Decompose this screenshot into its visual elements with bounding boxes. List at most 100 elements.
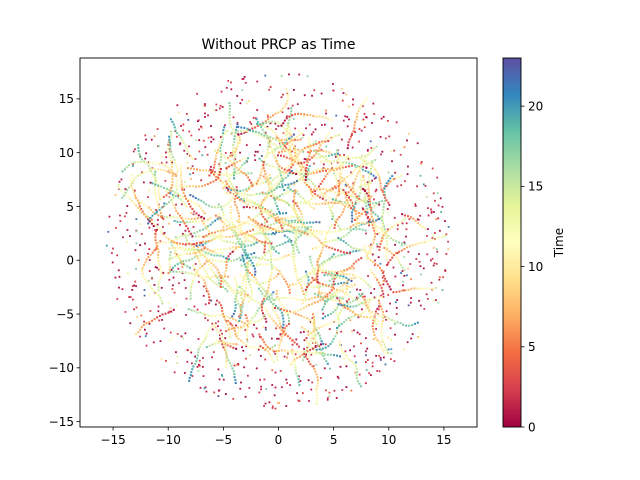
scatter-point [262, 233, 265, 236]
scatter-point [198, 241, 201, 244]
scatter-point [336, 192, 339, 195]
scatter-point [276, 295, 279, 298]
scatter-point [292, 172, 295, 175]
scatter-point [254, 150, 257, 153]
scatter-point [217, 325, 219, 328]
scatter-point [284, 176, 287, 179]
scatter-point [189, 244, 192, 247]
scatter-point [374, 276, 377, 279]
scatter-point [306, 227, 309, 230]
scatter-point [394, 301, 397, 304]
scatter-point [390, 358, 392, 360]
scatter-point [391, 160, 393, 163]
scatter-point [432, 234, 435, 237]
scatter-point [300, 166, 303, 169]
scatter-point [397, 250, 400, 253]
scatter-point [258, 232, 261, 235]
scatter-point [163, 327, 166, 330]
scatter-point [268, 180, 271, 183]
scatter-point [340, 201, 343, 204]
scatter-point [131, 174, 134, 177]
scatter-point [371, 218, 374, 221]
scatter-point [190, 351, 193, 354]
scatter-point [218, 167, 221, 170]
scatter-point [373, 316, 376, 319]
scatter-point [346, 305, 349, 308]
scatter-point [368, 173, 371, 176]
scatter-point [389, 327, 392, 330]
scatter-point [349, 305, 352, 308]
scatter-point [259, 318, 262, 321]
scatter-point [335, 221, 338, 224]
scatter-point [318, 156, 321, 159]
scatter-point [311, 352, 314, 355]
scatter-point [202, 139, 205, 142]
scatter-point [238, 329, 241, 332]
scatter-point [306, 75, 309, 78]
scatter-point [318, 285, 321, 288]
scatter-point [270, 148, 273, 151]
scatter-point [344, 191, 347, 194]
scatter-point [206, 225, 209, 228]
scatter-point [315, 230, 318, 233]
scatter-point [297, 112, 300, 115]
scatter-point [196, 92, 199, 95]
scatter-point [229, 211, 232, 214]
scatter-point [170, 165, 173, 168]
scatter-point [369, 164, 372, 167]
scatter-point [201, 185, 204, 188]
scatter-point [234, 158, 237, 161]
scatter-point [240, 311, 243, 314]
scatter-point [367, 191, 370, 194]
scatter-point [181, 188, 184, 191]
scatter-point [332, 89, 335, 92]
scatter-point [191, 165, 194, 168]
scatter-point [172, 123, 175, 126]
scatter-point [318, 170, 321, 173]
scatter-point [167, 311, 170, 314]
scatter-point [200, 207, 203, 210]
scatter-point [251, 127, 254, 130]
scatter-point [320, 252, 323, 255]
scatter-point [397, 258, 400, 261]
scatter-point [347, 244, 350, 247]
scatter-point [358, 373, 361, 376]
scatter-point [117, 184, 120, 187]
scatter-point [312, 317, 315, 320]
scatter-point [157, 219, 159, 221]
scatter-point [407, 132, 410, 135]
scatter-point [264, 120, 267, 123]
scatter-point [270, 255, 273, 258]
scatter-point [231, 250, 234, 253]
scatter-point [147, 222, 150, 225]
scatter-point [216, 173, 219, 176]
scatter-point [243, 322, 246, 325]
scatter-point [191, 220, 194, 223]
scatter-point [312, 229, 315, 232]
scatter-point [386, 228, 389, 231]
scatter-point [278, 138, 281, 141]
scatter-point [253, 203, 256, 206]
scatter-point [368, 207, 371, 210]
scatter-point [296, 375, 299, 378]
scatter-point [379, 314, 382, 317]
scatter-point [264, 232, 267, 235]
scatter-point [288, 128, 291, 131]
scatter-point [135, 230, 138, 233]
scatter-point [441, 205, 444, 208]
scatter-point [268, 88, 271, 91]
scatter-point [372, 219, 375, 222]
scatter-point [201, 240, 204, 243]
scatter-point [431, 237, 434, 239]
scatter-point [144, 134, 147, 137]
scatter-point [281, 256, 284, 259]
scatter-point [253, 276, 256, 279]
scatter-point [157, 184, 160, 187]
scatter-point [382, 202, 385, 205]
scatter-point [433, 211, 435, 213]
scatter-point [229, 323, 232, 326]
scatter-point [188, 185, 191, 188]
scatter-point [236, 189, 239, 192]
scatter-point [261, 292, 264, 295]
scatter-point [177, 192, 180, 195]
